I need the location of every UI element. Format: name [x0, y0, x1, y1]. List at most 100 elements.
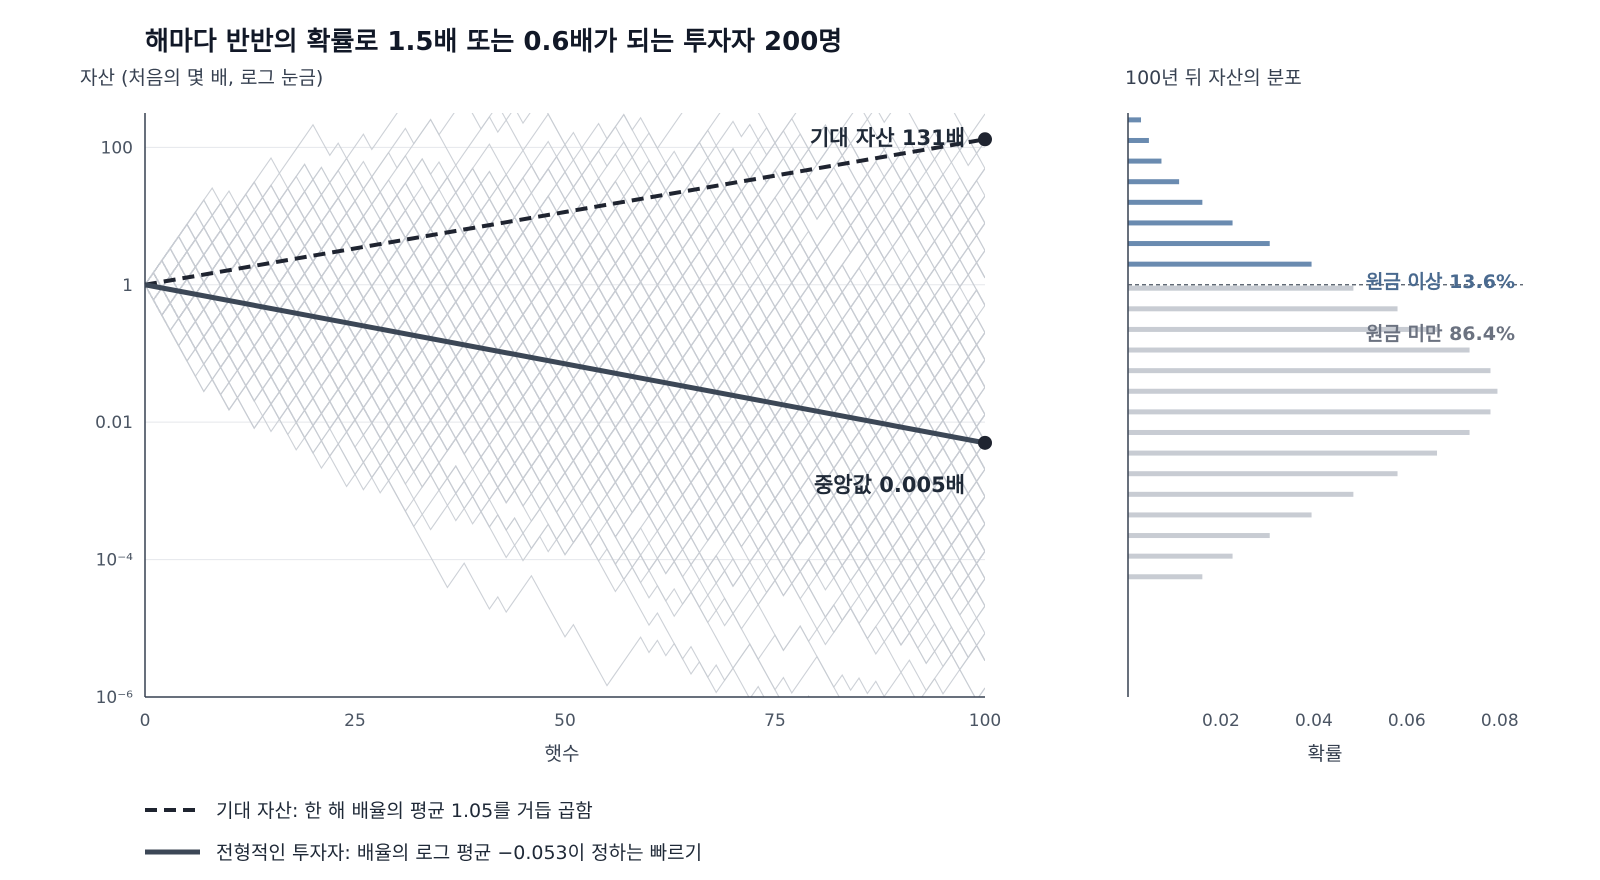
histogram-x-axis-label: 확률 — [1308, 743, 1343, 765]
investor-path — [145, 239, 985, 364]
investor-path — [145, 187, 985, 415]
x-tick-label: 50 — [554, 711, 576, 731]
investor-path — [145, 268, 985, 500]
histogram-bar — [1128, 285, 1354, 291]
histogram-bar — [1128, 220, 1233, 226]
investor-path — [145, 224, 985, 408]
investor-path — [145, 284, 985, 576]
trend-lines — [144, 132, 992, 450]
investor-path — [145, 284, 985, 486]
investor-path — [145, 262, 985, 634]
left-axes — [144, 113, 985, 698]
histogram-bar — [1128, 574, 1203, 580]
investor-path — [145, 202, 985, 374]
histogram-bars — [1128, 117, 1498, 580]
histogram-bar — [1128, 241, 1270, 247]
investor-path — [145, 284, 985, 592]
investor-path — [145, 199, 985, 413]
histogram-x-tick-label: 0.08 — [1481, 711, 1519, 731]
histogram-bar — [1128, 512, 1312, 518]
investor-path — [145, 271, 985, 404]
histogram-x-tick-label: 0.04 — [1295, 711, 1333, 731]
histogram-bar — [1128, 326, 1438, 332]
expected-annotation: 기대 자산 131배 — [810, 126, 965, 150]
investor-path — [145, 228, 985, 476]
histogram-bar — [1128, 450, 1438, 456]
investor-path — [145, 235, 985, 497]
legend-expected-label: 기대 자산: 한 해 배율의 평균 1.05를 거듭 곱함 — [216, 800, 593, 822]
investor-path — [145, 244, 985, 436]
investor-path — [145, 271, 985, 577]
histogram-bar — [1128, 553, 1233, 559]
histogram-bar — [1128, 199, 1203, 205]
chart-title: 해마다 반반의 확률로 1.5배 또는 0.6배가 되는 투자자 200명 — [145, 27, 842, 57]
investor-path — [145, 218, 985, 376]
investor-path — [145, 279, 985, 545]
investor-path — [145, 221, 985, 549]
median-endpoint-marker — [978, 435, 992, 450]
histogram-bar — [1128, 368, 1491, 374]
histogram-bar — [1128, 429, 1470, 435]
histogram-x-tick-label: 0.02 — [1202, 711, 1240, 731]
investor-path — [145, 188, 985, 415]
investor-path — [145, 271, 985, 470]
investor-path — [145, 284, 765, 697]
investor-path — [145, 284, 985, 481]
investor-path — [145, 265, 985, 579]
investor-path — [145, 225, 985, 525]
x-tick-label: 100 — [969, 711, 1001, 731]
investor-path — [145, 259, 985, 506]
investor-path — [145, 272, 985, 434]
histogram-bar — [1128, 261, 1312, 267]
investor-path — [145, 181, 985, 344]
investor-path — [145, 248, 985, 570]
investor-path — [145, 217, 985, 443]
investor-path — [145, 271, 985, 668]
y-tick-label: 0.01 — [95, 413, 133, 433]
investor-path — [145, 154, 985, 286]
investor-path — [145, 123, 985, 506]
investor-path — [145, 244, 985, 458]
investor-path — [145, 153, 985, 286]
x-tick-label: 0 — [140, 711, 151, 731]
investor-path — [145, 284, 985, 386]
investor-path — [145, 150, 985, 334]
investor-path — [145, 271, 985, 438]
histogram-bar — [1128, 117, 1142, 123]
investor-path — [145, 238, 985, 552]
histogram-bar — [1128, 137, 1149, 143]
histogram-bar — [1128, 409, 1491, 415]
investor-path — [145, 218, 985, 559]
investor-path — [145, 245, 985, 413]
investor-path — [145, 271, 985, 552]
investor-path — [145, 271, 985, 437]
investor-path — [145, 259, 985, 455]
investor-path — [145, 226, 985, 482]
x-tick-label: 75 — [764, 711, 786, 731]
investor-path — [145, 147, 985, 317]
histogram-bar — [1128, 533, 1270, 539]
investor-path — [145, 187, 985, 306]
investor-path — [145, 194, 985, 374]
x-tick-label: 25 — [344, 711, 366, 731]
left-x-axis-label: 햇수 — [545, 743, 580, 765]
left-tick-labels: 10⁻⁶ 10⁻⁴ 0.01 1 100 0 25 50 75 100 — [95, 138, 1001, 731]
investor-path — [145, 207, 985, 403]
investor-path — [145, 130, 985, 364]
investor-path — [145, 197, 985, 320]
investor-path — [145, 271, 985, 549]
expected-wealth-line — [144, 137, 986, 287]
investor-path — [145, 151, 985, 345]
investor-path — [145, 226, 985, 480]
investor-path — [145, 236, 985, 415]
above-principal-label: 원금 이상 13.6% — [1366, 271, 1515, 293]
investor-path — [145, 155, 985, 293]
histogram-bar — [1128, 347, 1470, 353]
investor-path — [145, 284, 985, 506]
investor-path — [145, 247, 985, 440]
investor-path — [145, 203, 985, 382]
investor-path — [145, 118, 985, 351]
investor-path — [145, 250, 985, 419]
investor-path — [145, 284, 985, 463]
